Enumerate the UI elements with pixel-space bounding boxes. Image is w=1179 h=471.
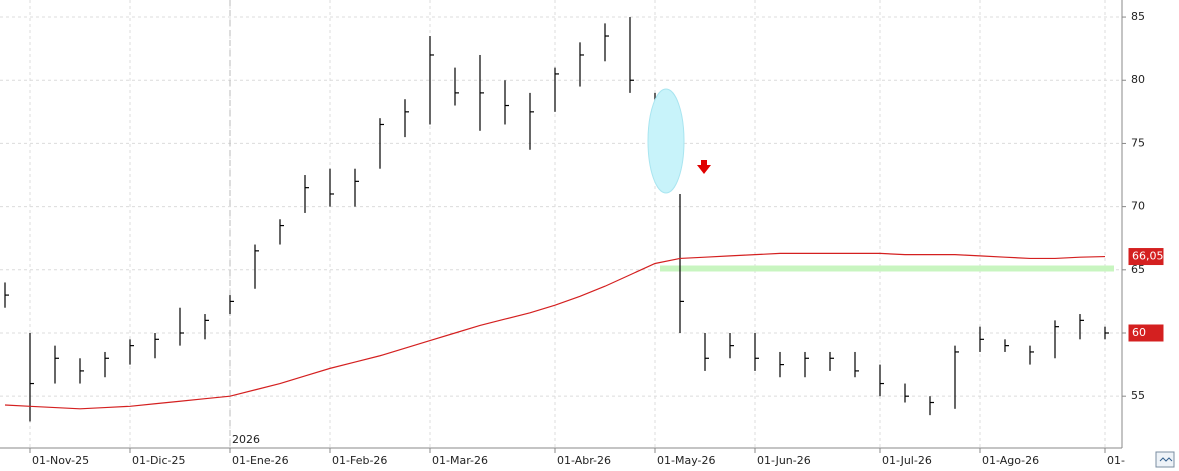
marks — [4, 17, 1114, 422]
scale-icon — [1159, 457, 1173, 462]
year-label: 2026 — [232, 433, 260, 446]
x-tick-label: 01-Feb-26 — [332, 454, 387, 467]
labels: 55 60 65 70 75 80 85 01-Nov-25 01-Dic-25 01-Ene-2… — [32, 10, 1164, 467]
highlight-ellipse — [647, 88, 685, 194]
x-tick-label: 01-Abr-26 — [557, 454, 611, 467]
last-value-box — [1128, 248, 1164, 266]
x-tick-label: 01-Dic-25 — [132, 454, 186, 467]
y-tick-label: 65 — [1131, 263, 1145, 276]
down-arrow — [697, 160, 711, 174]
x-tick-label: 01-Mar-26 — [432, 454, 488, 467]
x-tick-label: 01- — [1107, 454, 1125, 467]
x-tick-label: 01-Nov-25 — [32, 454, 89, 467]
last-value-label: 60 — [1132, 326, 1146, 339]
x-tick-label: 01-Ago-26 — [982, 454, 1039, 467]
y-tick-label: 55 — [1131, 389, 1145, 402]
y-tick-label: 75 — [1131, 136, 1145, 149]
y-tick-label: 70 — [1131, 200, 1145, 213]
last-value-box — [1128, 324, 1164, 342]
moving-average — [4, 252, 1106, 410]
last-value-label: 66,05 — [1132, 250, 1164, 263]
x-tick-label: 01-Jun-26 — [757, 454, 811, 467]
y-tick-label: 85 — [1131, 10, 1145, 23]
x-tick-label: 01-Jul-26 — [882, 454, 932, 467]
x-tick-label: 01-May-26 — [657, 454, 715, 467]
y-tick-label: 80 — [1131, 73, 1145, 86]
x-tick-label: 01-Ene-26 — [232, 454, 289, 467]
